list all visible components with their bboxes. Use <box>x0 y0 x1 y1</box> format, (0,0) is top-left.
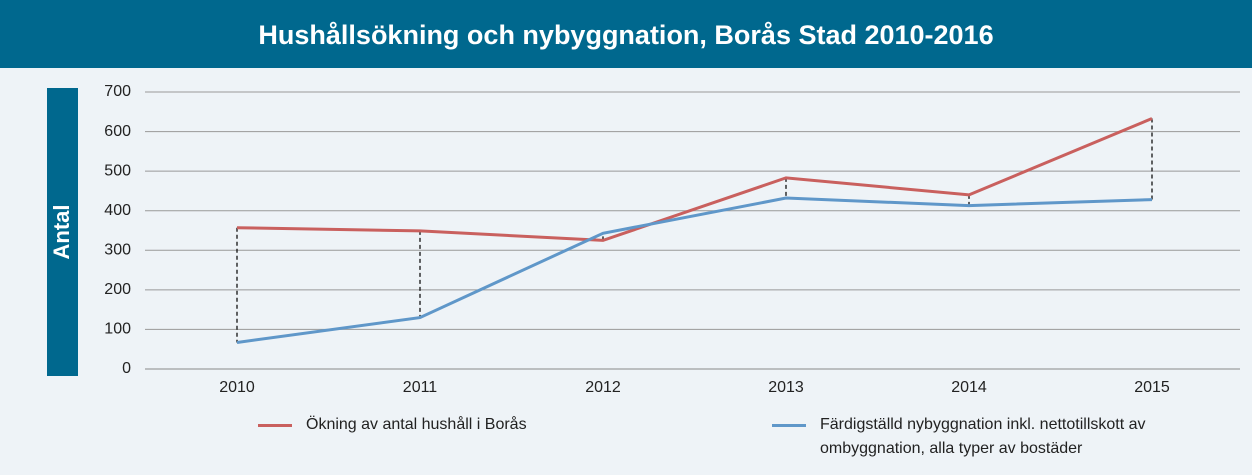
x-tick-label: 2011 <box>403 379 438 396</box>
legend-swatch <box>258 424 292 427</box>
y-tick-label: 0 <box>122 360 131 377</box>
x-tick-label: 2015 <box>1134 379 1170 396</box>
chart-title: Hushållsökning och nybyggnation, Borås S… <box>258 20 993 50</box>
y-tick-label: 400 <box>104 202 131 219</box>
y-label-box <box>47 88 78 376</box>
y-tick-label: 300 <box>104 242 131 259</box>
y-tick-label: 700 <box>104 83 131 100</box>
legend-label: Färdigställd nybyggnation inkl. nettotil… <box>820 416 1146 457</box>
x-tick-label: 2013 <box>768 379 804 396</box>
series-line <box>236 117 1153 242</box>
legend-entry: Färdigställd nybyggnation inkl. nettotil… <box>772 413 1192 461</box>
title-bar <box>0 0 1252 68</box>
legend-swatch <box>772 424 806 427</box>
y-tick-label: 600 <box>104 123 131 140</box>
y-tick-label: 500 <box>104 162 131 179</box>
x-tick-label: 2012 <box>585 379 621 396</box>
y-axis-label: Antal <box>49 205 74 260</box>
x-tick-label: 2010 <box>219 379 255 396</box>
y-tick-label: 200 <box>104 281 131 298</box>
series-line <box>236 196 1153 344</box>
x-tick-label: 2014 <box>951 379 987 396</box>
y-tick-label: 100 <box>104 321 131 338</box>
legend-label: Ökning av antal hushåll i Borås <box>306 416 527 433</box>
legend-entry: Ökning av antal hushåll i Borås <box>258 413 527 437</box>
